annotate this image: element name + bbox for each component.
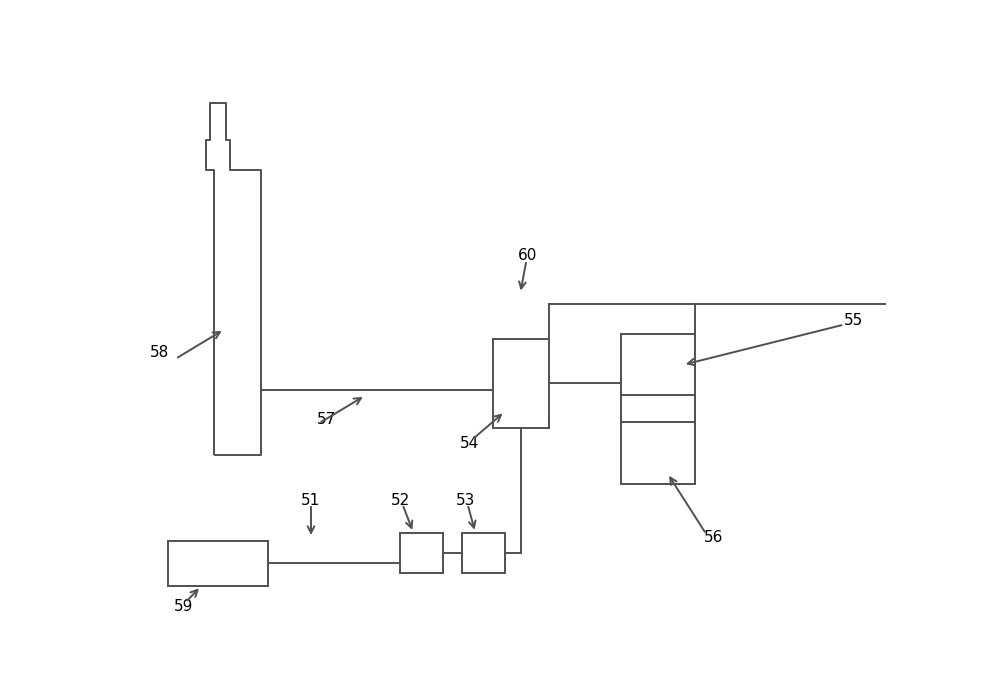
Text: 54: 54 — [460, 436, 480, 452]
Text: 56: 56 — [704, 530, 724, 545]
Text: 58: 58 — [150, 345, 170, 360]
Text: 55: 55 — [844, 313, 863, 328]
Text: 60: 60 — [518, 248, 538, 263]
Bar — [493, 339, 549, 428]
Bar — [400, 533, 443, 573]
Bar — [168, 540, 268, 586]
Text: 53: 53 — [456, 493, 476, 507]
Bar — [462, 533, 505, 573]
Text: 57: 57 — [317, 413, 336, 427]
Text: 52: 52 — [390, 493, 410, 507]
Bar — [621, 334, 695, 396]
Text: 59: 59 — [173, 599, 193, 614]
Bar — [621, 422, 695, 484]
Text: 51: 51 — [301, 493, 321, 507]
